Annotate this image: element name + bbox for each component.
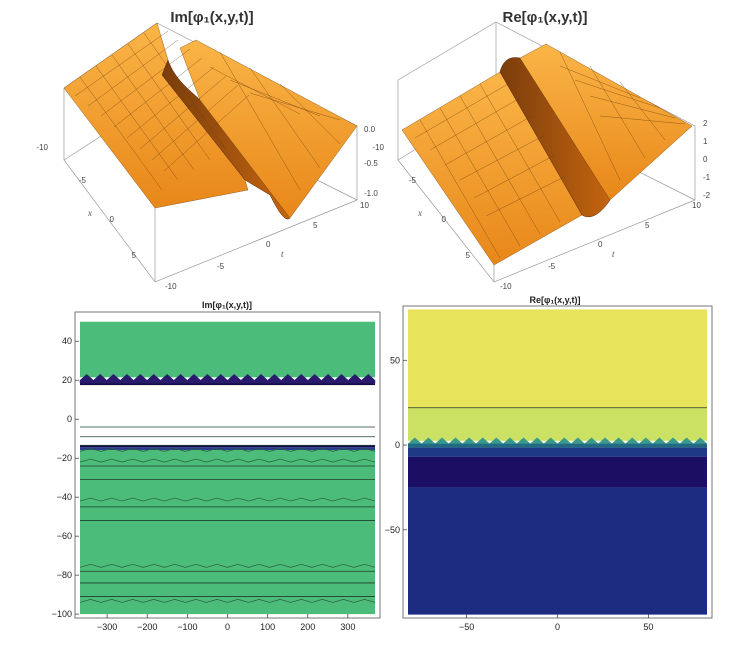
contour-2-zigzag-2 <box>79 497 376 502</box>
contour-3-region-5 <box>408 456 707 488</box>
contour-3-region-2 <box>407 437 708 445</box>
im3d-x-tick-1: -5 <box>79 176 87 185</box>
contour-2-xtick-label-6: 300 <box>340 622 355 632</box>
re3d-x-tick-1: -5 <box>409 176 417 185</box>
contour-2-region-1 <box>79 373 376 384</box>
im3d-t-tick-4: 10 <box>360 201 369 210</box>
im3d-t-tick-2: 0 <box>266 240 271 249</box>
panel-contour-im: Im[φ₁(x,y,t)] 40200−20−40−60−80−100−300−… <box>52 300 381 632</box>
mesh-re <box>414 51 686 259</box>
title-contour-im: Im[φ₁(x,y,t)] <box>202 300 252 310</box>
contour-2-region-4 <box>80 447 375 450</box>
re3d-x-tick-0: -10 <box>372 143 384 152</box>
re3d-z-tick-2: 0 <box>703 155 708 164</box>
panel-contour-re: Re[φ₁(x,y,t)] 50 0 −50 −50 0 50 <box>385 295 713 632</box>
im3d-x-label: x <box>87 208 92 218</box>
contour-2-ytick-label-2: 0 <box>67 414 72 424</box>
contour-2-ytick-label-1: 20 <box>62 375 72 385</box>
re3d-x-tick-2: 0 <box>442 215 447 224</box>
contour-2-ytick-label-7: −100 <box>52 609 72 619</box>
contour-3-region-1 <box>408 407 707 441</box>
contour-2-xtick-label-3: 0 <box>225 622 230 632</box>
im3d-t-label: t <box>281 249 284 259</box>
im3d-z-tick-1: -0.5 <box>364 159 378 168</box>
contour-2-ytick-label-4: −40 <box>57 492 72 502</box>
surface-re-high <box>519 43 693 201</box>
contour-2-zigzag-3 <box>79 563 376 568</box>
contour-2-xtick-label-4: 100 <box>260 622 275 632</box>
panel-3d-re: Re[φ₁(x,y,t)] -10 -5 0 <box>372 9 710 291</box>
re3d-t-tick-3: 5 <box>645 221 650 230</box>
re3d-z-tick-0: 2 <box>703 119 708 128</box>
title-contour-re: Re[φ₁(x,y,t)] <box>530 295 581 305</box>
contour-3-region-4 <box>408 447 707 457</box>
contour-2-region-2 <box>80 383 375 386</box>
contour-2-xtick-label-2: −100 <box>177 622 197 632</box>
surface-im-right <box>179 39 358 219</box>
contour-3-region-6 <box>408 487 707 615</box>
contour-3-xtick-label-0: −50 <box>459 622 474 632</box>
title-3d-re: Re[φ₁(x,y,t)] <box>503 9 588 26</box>
contour-2-xtick-label-5: 200 <box>300 622 315 632</box>
re3d-t-label: t <box>612 249 615 259</box>
contour-2-ytick-label-5: −60 <box>57 531 72 541</box>
re3d-x-label: x <box>417 208 422 218</box>
contour-2-zigzag-0 <box>79 447 376 452</box>
contour-2-ytick-label-6: −80 <box>57 570 72 580</box>
ticks-3d-im: -10 -5 0 5 x -10 -5 0 5 10 t 0.0 -0.5 -1… <box>36 125 378 291</box>
contour-2-zigzag-1 <box>79 458 376 463</box>
im3d-t-tick-1: -5 <box>217 262 225 271</box>
re3d-z-tick-1: 1 <box>703 137 708 146</box>
contour-3-xtick-label-1: 0 <box>555 622 560 632</box>
re3d-z-tick-3: -1 <box>703 173 711 182</box>
contour-3-region-0 <box>408 309 707 408</box>
contour-2-ytick-label-3: −20 <box>57 453 72 463</box>
contour-2-region-3 <box>80 444 375 448</box>
im3d-x-tick-0: -10 <box>36 143 48 152</box>
im3d-z-tick-2: -1.0 <box>364 189 378 198</box>
contour-2-zigzag-4 <box>79 599 376 603</box>
panel-3d-im: Im[φ₁(x,y,t)] -10 <box>36 9 378 291</box>
re3d-z-tick-4: -2 <box>703 191 711 200</box>
re3d-t-tick-1: -5 <box>548 262 556 271</box>
mesh-im <box>74 30 341 191</box>
im3d-x-tick-3: 5 <box>132 251 137 260</box>
im3d-t-tick-0: -10 <box>165 282 177 291</box>
contour-3-ytick-label-0: 50 <box>390 355 400 365</box>
contour-3-region-3 <box>408 443 707 448</box>
contour-2-region-0 <box>80 321 375 378</box>
ticks-3d-re: -10 -5 0 5 x -10 -5 0 5 10 t 2 1 0 -1 -2 <box>372 119 710 291</box>
re3d-t-tick-0: -10 <box>500 282 512 291</box>
im3d-x-tick-2: 0 <box>110 215 115 224</box>
contour-2-xtick-label-1: −200 <box>137 622 157 632</box>
contour-2-xtick-label-0: −300 <box>97 622 117 632</box>
contour-3-ytick-label-1: 0 <box>395 440 400 450</box>
title-3d-im: Im[φ₁(x,y,t)] <box>170 9 253 26</box>
contour-3-ytick-label-2: −50 <box>385 525 400 535</box>
contour-2-ytick-label-0: 40 <box>62 336 72 346</box>
re3d-t-tick-2: 0 <box>598 240 603 249</box>
im3d-z-tick-0: 0.0 <box>364 125 376 134</box>
contour-2-region-5 <box>80 449 375 615</box>
re3d-x-tick-3: 5 <box>466 251 471 260</box>
im3d-t-tick-3: 5 <box>313 221 318 230</box>
re3d-t-tick-4: 10 <box>692 201 701 210</box>
contour-3-xtick-label-2: 50 <box>643 622 653 632</box>
